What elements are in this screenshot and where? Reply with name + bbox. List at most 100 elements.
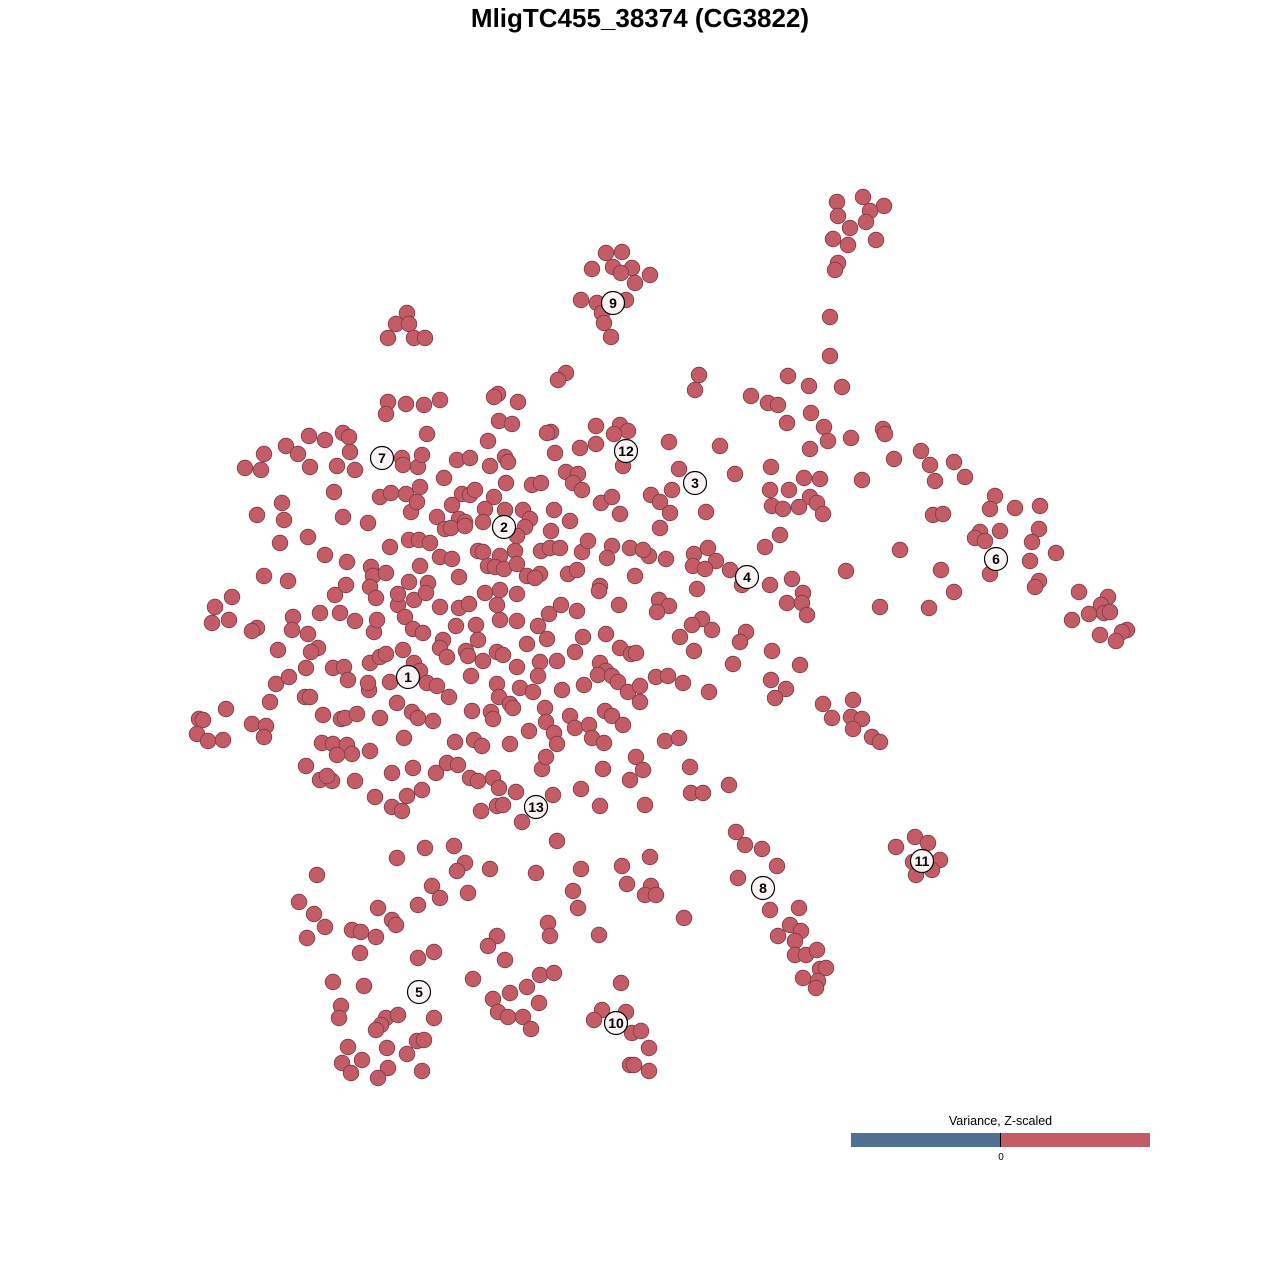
data-point	[819, 432, 837, 450]
data-point	[871, 598, 889, 616]
data-point	[389, 1006, 407, 1024]
data-point	[389, 585, 407, 603]
data-point	[566, 719, 584, 737]
data-point	[828, 193, 846, 211]
data-point	[497, 474, 515, 492]
data-point	[690, 366, 708, 384]
data-point	[473, 737, 491, 755]
data-point	[553, 681, 571, 699]
data-point	[367, 589, 385, 607]
data-point	[594, 760, 612, 778]
data-point	[991, 522, 1009, 540]
data-point	[330, 1009, 348, 1027]
data-point	[762, 671, 780, 689]
data-point	[981, 500, 999, 518]
data-point	[833, 378, 851, 396]
data-point	[795, 469, 813, 487]
data-point	[731, 633, 749, 651]
data-point	[699, 539, 717, 557]
data-point	[359, 674, 377, 692]
data-point	[647, 886, 665, 904]
cluster-label-text: 6	[992, 551, 1000, 567]
data-point	[546, 444, 564, 462]
data-point	[571, 439, 589, 457]
data-point	[504, 699, 522, 717]
data-point	[700, 683, 718, 701]
data-point	[481, 457, 499, 475]
data-point	[627, 748, 645, 766]
data-point	[352, 923, 370, 941]
data-point	[694, 784, 712, 802]
data-point	[346, 772, 364, 790]
data-point	[243, 622, 261, 640]
data-point	[514, 1008, 532, 1026]
data-point	[657, 550, 675, 568]
data-point	[568, 561, 586, 579]
data-point	[431, 598, 449, 616]
data-point	[275, 511, 293, 529]
data-point	[236, 459, 254, 477]
data-point	[299, 625, 317, 643]
data-point	[280, 668, 298, 686]
data-point	[808, 941, 826, 959]
data-point	[790, 498, 808, 516]
data-point	[324, 973, 342, 991]
data-point	[474, 543, 492, 561]
data-point	[427, 764, 445, 782]
data-point	[421, 534, 439, 552]
data-point	[355, 977, 373, 995]
data-point	[587, 417, 605, 435]
data-point	[589, 666, 607, 684]
data-point	[724, 655, 742, 673]
data-point	[821, 308, 839, 326]
data-point	[400, 315, 418, 333]
data-point	[366, 788, 384, 806]
data-point	[346, 461, 364, 479]
data-point	[711, 437, 729, 455]
data-point	[518, 978, 536, 996]
data-point	[583, 260, 601, 278]
cluster-label-circle	[523, 794, 549, 820]
data-point	[467, 616, 485, 634]
data-point	[261, 693, 279, 711]
data-point	[771, 526, 789, 544]
data-point	[398, 787, 416, 805]
data-point	[618, 875, 636, 893]
data-point	[341, 443, 359, 461]
data-point	[736, 836, 754, 854]
data-point	[609, 673, 627, 691]
data-point	[603, 488, 621, 506]
data-point	[574, 628, 592, 646]
data-point	[194, 711, 212, 729]
data-point	[340, 428, 358, 446]
data-point	[425, 1009, 443, 1027]
data-point	[602, 328, 620, 346]
data-point	[464, 970, 482, 988]
data-point	[681, 758, 699, 776]
data-point	[640, 1039, 658, 1057]
data-point	[415, 1031, 433, 1049]
cluster-label-text: 8	[759, 880, 767, 896]
data-point	[416, 329, 434, 347]
data-point	[779, 367, 797, 385]
cluster-label-circle	[600, 290, 626, 316]
data-point	[529, 667, 547, 685]
data-point	[636, 796, 654, 814]
data-point	[417, 584, 435, 602]
data-point	[591, 797, 609, 815]
data-point	[449, 756, 467, 774]
data-point	[398, 1045, 416, 1063]
data-point	[413, 446, 431, 464]
data-point	[338, 553, 356, 571]
data-point	[932, 561, 950, 579]
data-point	[460, 595, 478, 613]
data-point	[377, 564, 395, 582]
cluster-label-text: 1	[404, 669, 412, 685]
cluster-label-7: 7	[369, 445, 395, 471]
data-point	[756, 538, 774, 556]
data-point	[590, 582, 608, 600]
cluster-label-text: 10	[608, 1015, 624, 1031]
data-point	[605, 425, 623, 443]
data-point	[424, 712, 442, 730]
data-point	[387, 916, 405, 934]
